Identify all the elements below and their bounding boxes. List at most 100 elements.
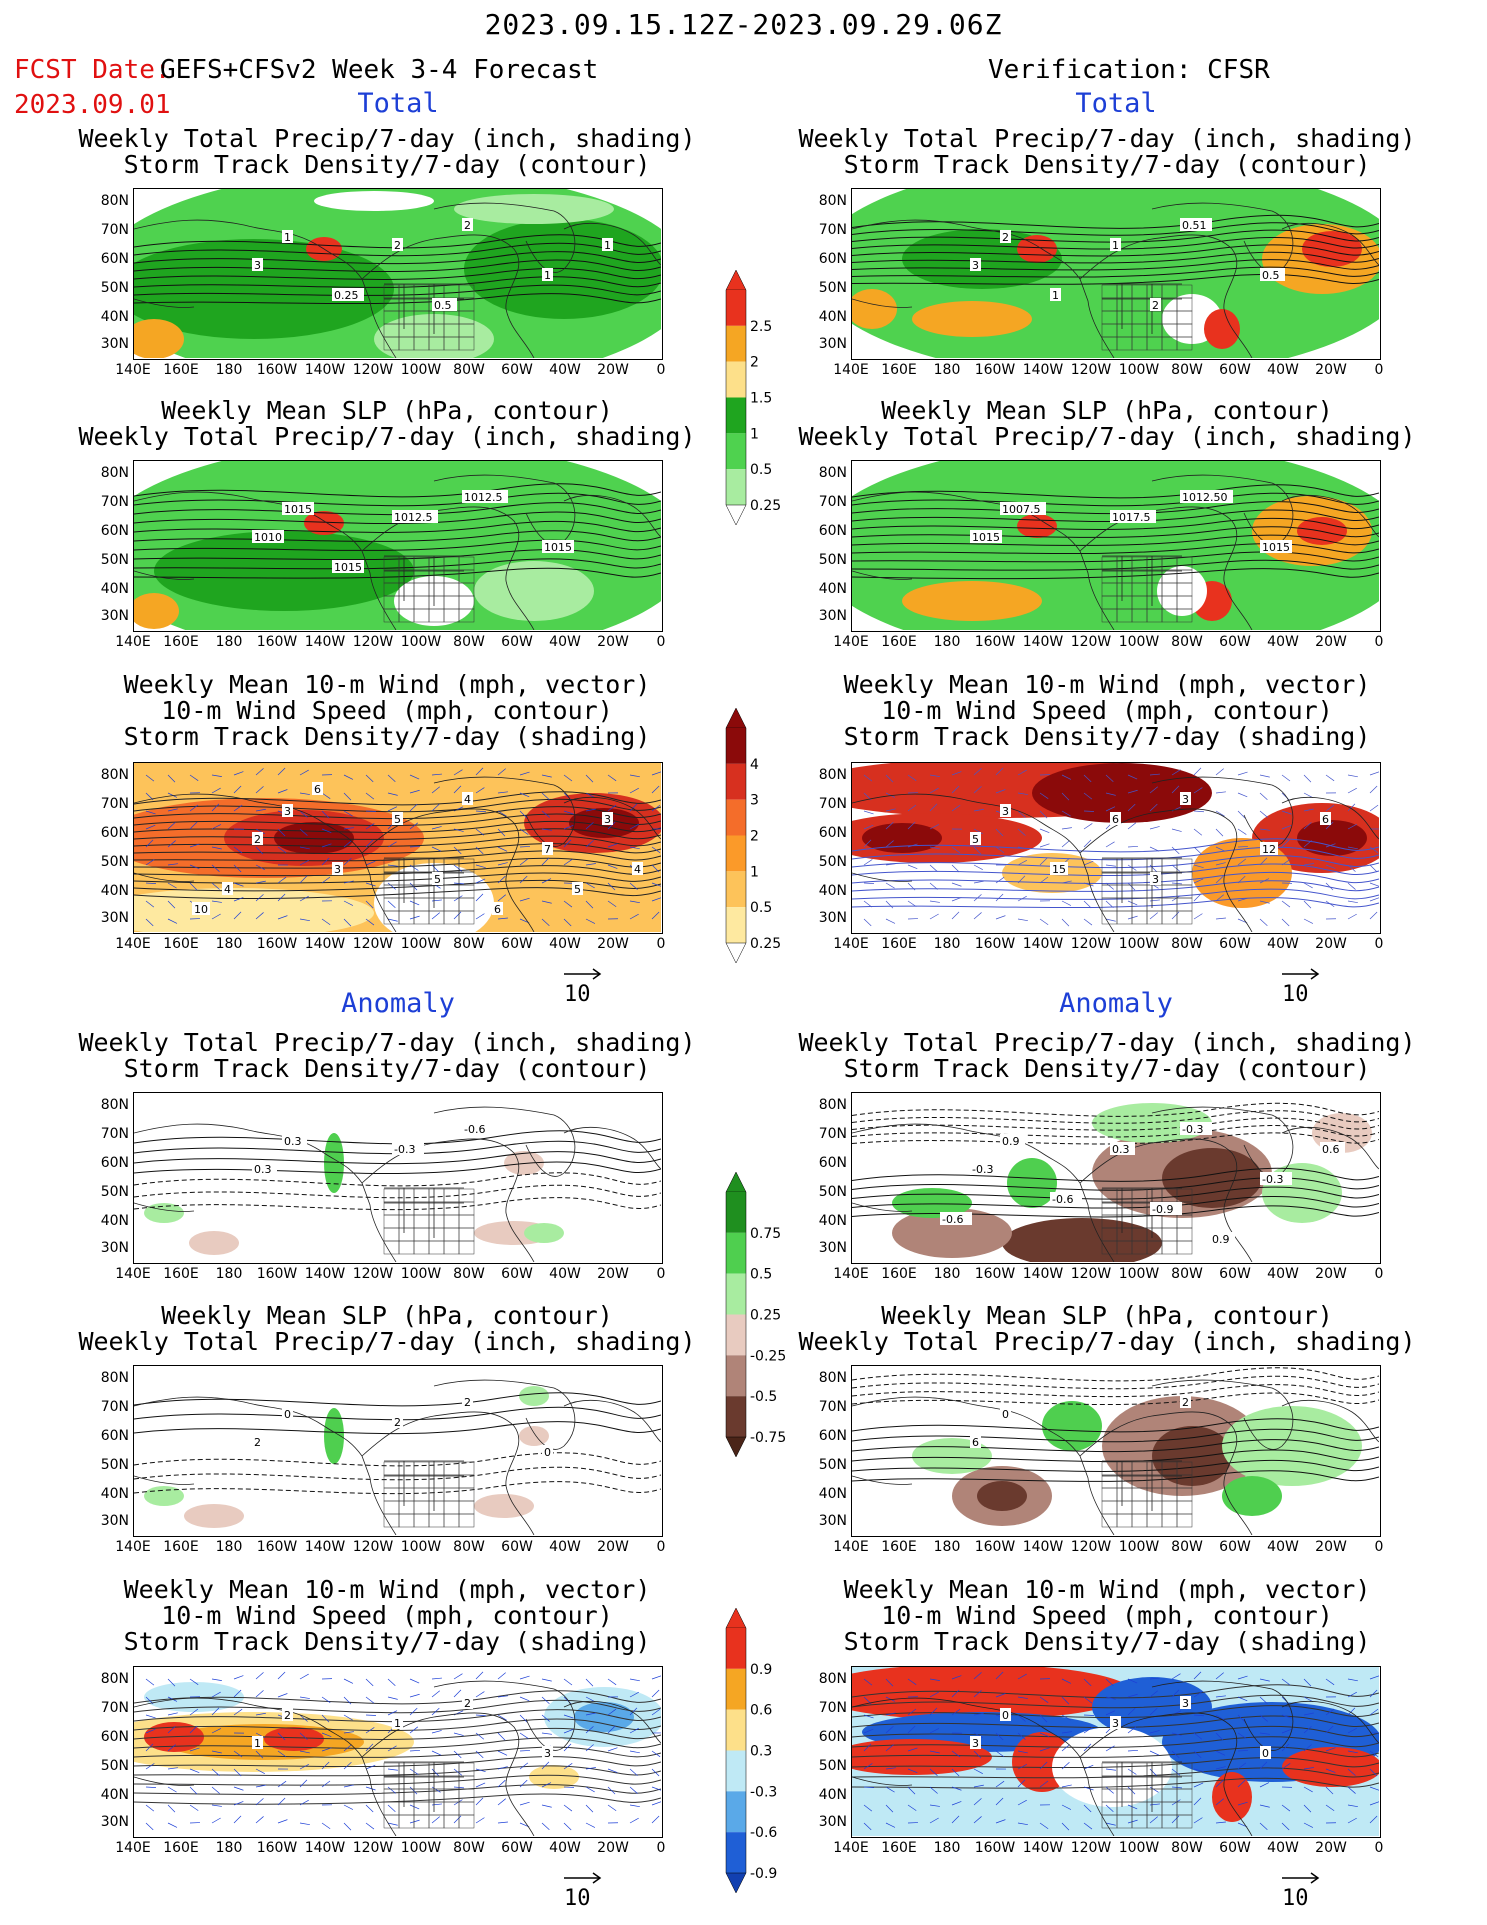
contour-label-bg — [1110, 238, 1121, 251]
lon-label: 140E — [115, 634, 151, 650]
wind-vector — [1303, 918, 1314, 924]
coastline — [852, 872, 913, 882]
wind-vector — [365, 882, 376, 887]
contour-label: 0.5 — [1262, 269, 1280, 282]
coastline — [852, 491, 1115, 630]
lon-label: 140W — [304, 1266, 346, 1282]
contour-line — [134, 520, 661, 533]
wind-vector — [475, 878, 486, 884]
state-border — [443, 1474, 460, 1489]
wind-vector — [343, 1696, 352, 1705]
lon-label: 120W — [1070, 936, 1112, 952]
coastline — [563, 223, 661, 266]
wind-vector — [409, 1678, 420, 1684]
wind-vector — [387, 882, 396, 890]
wind-vector — [1083, 1678, 1092, 1687]
wind-vector — [409, 1804, 420, 1810]
wind-vector — [995, 1693, 1006, 1698]
wind-vector — [233, 1750, 243, 1758]
wind-vector — [973, 1816, 982, 1824]
wind-vector — [1171, 828, 1182, 832]
wind-vector — [1039, 857, 1048, 866]
coastline — [384, 283, 464, 334]
contour-line — [134, 276, 661, 288]
wind-vector — [277, 1797, 286, 1806]
shade-region — [892, 1188, 972, 1218]
lon-label: 160E — [163, 936, 199, 952]
lon-label: 100W — [400, 936, 442, 952]
wind-vector — [1369, 785, 1378, 794]
contour-line — [134, 1406, 661, 1421]
lat-label: 40N — [100, 581, 129, 597]
wind-vector — [255, 828, 265, 835]
wind-vector — [995, 1797, 1004, 1806]
wind-vector — [1105, 882, 1114, 890]
lon-label: 180 — [933, 634, 961, 650]
wind-vector — [519, 1801, 530, 1806]
lon-label: 120W — [1070, 634, 1112, 650]
wind-vector — [1347, 1750, 1358, 1754]
wind-vector — [1149, 773, 1160, 776]
wind-vector — [233, 882, 244, 887]
lat-label: 70N — [100, 1700, 129, 1716]
wind-vector — [1281, 824, 1292, 830]
lon-label: 80W — [453, 1539, 485, 1555]
wind-vector — [1325, 774, 1335, 782]
lon-label: 140E — [833, 362, 869, 378]
lon-label: 40W — [1267, 1840, 1299, 1856]
contour-line — [134, 1727, 661, 1740]
coastline — [852, 1202, 913, 1212]
wind-vector — [299, 1696, 310, 1699]
wind-vector — [973, 1690, 982, 1698]
wind-vector — [1105, 792, 1116, 796]
colorbar-label: 0.5 — [750, 462, 772, 478]
contour-line — [852, 855, 1379, 869]
wind-vector — [233, 1786, 244, 1791]
wind-vector — [563, 774, 573, 782]
contour-label-bg — [392, 1142, 424, 1155]
state-border — [1176, 1500, 1193, 1515]
contour-label-bg — [940, 1212, 972, 1225]
contour-label-bg — [462, 218, 473, 231]
wind-vector — [1149, 1677, 1160, 1680]
wind-vector — [1193, 828, 1203, 836]
wind-vector — [929, 1804, 940, 1807]
lat-label: 70N — [818, 222, 847, 238]
contour-line — [134, 267, 661, 280]
lon-label: 120W — [1070, 1840, 1112, 1856]
state-border — [443, 1227, 460, 1242]
lon-label: 140W — [1022, 936, 1064, 952]
colorbar-swatch — [726, 325, 746, 362]
wind-vector — [277, 1780, 287, 1788]
state-border — [458, 1513, 475, 1528]
wind-vector — [453, 864, 463, 872]
wind-vector — [1083, 918, 1093, 926]
wind-vector — [277, 846, 287, 854]
wind-vector — [519, 1750, 531, 1752]
wind-vector — [211, 913, 221, 920]
forecast-model-title: GEFS+CFSv2 Week 3-4 Forecast — [160, 55, 599, 85]
wind-vector — [519, 897, 530, 902]
lat-label: 70N — [818, 796, 847, 812]
state-border — [1176, 336, 1193, 351]
wind-vector — [1171, 1799, 1181, 1806]
contour-label-bg — [392, 1415, 403, 1428]
wind-vector — [211, 1678, 222, 1681]
coastline — [384, 555, 464, 606]
wind-vector — [145, 1763, 155, 1770]
wind-vector — [321, 1747, 332, 1752]
contour-label-bg — [1110, 1142, 1135, 1155]
wind-vector — [1215, 862, 1226, 866]
panel-title: Weekly Mean 10-m Wind (mph, vector) 10-m… — [843, 670, 1371, 751]
lon-label: 20W — [1315, 1539, 1347, 1555]
wind-vector — [951, 785, 960, 794]
wind-vector — [1215, 810, 1225, 817]
wind-vector — [387, 900, 396, 909]
lon-label: 20W — [1315, 936, 1347, 952]
lat-label: 50N — [818, 854, 847, 870]
state-border — [458, 1201, 475, 1216]
wind-vector — [1369, 1689, 1378, 1698]
wind-vector — [453, 911, 462, 920]
state-border — [1131, 858, 1148, 873]
wind-vector — [497, 1821, 508, 1824]
